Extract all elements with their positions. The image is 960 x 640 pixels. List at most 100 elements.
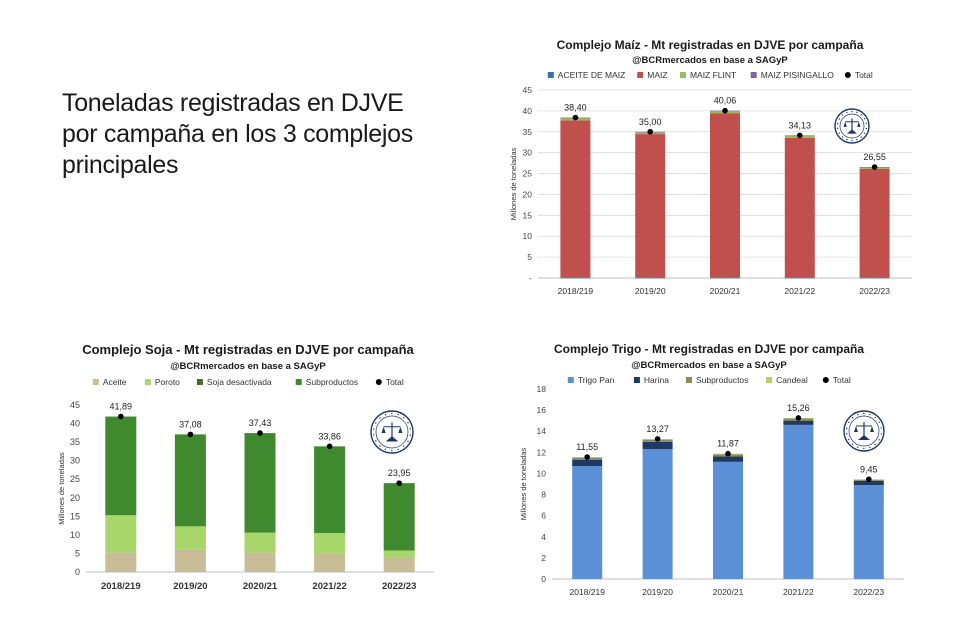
y-tick-label: 30 xyxy=(70,456,80,466)
chart-title: Complejo Maíz - Mt registradas en DJVE p… xyxy=(557,38,864,52)
legend-swatch xyxy=(196,379,203,385)
bar-segment xyxy=(560,120,591,278)
total-data-label: 23,95 xyxy=(388,468,411,478)
legend-label: ACEITE DE MAIZ xyxy=(558,70,626,80)
chart-trigo-svg: Complejo Trigo - Mt registradas en DJVE … xyxy=(519,342,904,597)
bar-segment xyxy=(244,433,276,533)
y-tick-label: - xyxy=(529,273,532,283)
chart-legend: Aceite Poroto Soja desactivada Subproductos… xyxy=(92,377,404,387)
bcr-seal-logo xyxy=(370,410,414,454)
y-tick-label: 35 xyxy=(70,437,80,447)
y-tick-label: 18 xyxy=(537,384,547,394)
legend-swatch xyxy=(685,377,692,383)
y-tick-label: 20 xyxy=(523,189,533,199)
y-tick-label: 10 xyxy=(537,468,547,478)
bar-segment xyxy=(314,533,346,554)
x-tick-label: 2021/22 xyxy=(784,286,815,296)
chart-legend: Trigo Pan Harina Subproductos Candeal Total xyxy=(567,375,851,385)
legend-label: Aceite xyxy=(103,377,127,387)
x-tick-label: 2022/23 xyxy=(382,581,416,592)
y-tick-label: 40 xyxy=(70,419,80,429)
y-tick-label: 5 xyxy=(75,548,80,558)
legend-swatch xyxy=(547,72,554,78)
legend-label: Total xyxy=(386,377,404,387)
total-data-label: 37,43 xyxy=(249,418,272,428)
legend-swatch xyxy=(633,377,640,383)
total-marker xyxy=(871,164,878,170)
y-tick-label: 6 xyxy=(541,511,546,521)
total-marker xyxy=(118,413,124,420)
total-data-label: 11,87 xyxy=(717,439,739,449)
legend-label: MAIZ xyxy=(647,70,667,80)
chart-trigo: Complejo Trigo - Mt registradas en DJVE … xyxy=(500,335,918,610)
bar-segment xyxy=(853,485,884,579)
bar-segment xyxy=(642,441,673,450)
legend-label: Subproductos xyxy=(306,377,358,387)
x-tick-label: 2019/20 xyxy=(635,286,666,296)
total-marker xyxy=(584,454,590,460)
y-tick-label: 5 xyxy=(527,252,532,262)
bar-segment xyxy=(784,277,815,279)
chart-title: Complejo Soja - Mt registradas en DJVE p… xyxy=(82,342,414,357)
y-tick-label: 15 xyxy=(523,210,533,220)
x-tick-label: 2018/219 xyxy=(558,286,594,296)
chart-maiz: Complejo Maíz - Mt registradas en DJVE p… xyxy=(500,30,920,310)
y-axis-title: Millones de toneladas xyxy=(57,452,66,525)
legend-swatch xyxy=(92,379,99,385)
y-tick-label: 20 xyxy=(70,493,80,503)
legend-total-marker xyxy=(375,379,382,385)
legend-swatch xyxy=(295,379,302,385)
legend-swatch xyxy=(637,72,644,78)
y-axis-title: Millones de toneladas xyxy=(509,147,518,220)
legend-label: MAIZ PISINGALLO xyxy=(761,70,835,80)
bar-segment xyxy=(713,461,743,579)
y-tick-label: 14 xyxy=(537,426,547,436)
bars: 41,89 2018/219 37,08 2019/20 37,43 2020/21 33,… xyxy=(101,402,416,592)
x-tick-label: 2021/22 xyxy=(783,587,814,597)
legend-label: Trigo Pan xyxy=(578,375,615,385)
total-marker xyxy=(797,132,803,139)
total-data-label: 9,45 xyxy=(860,464,878,474)
bar-segment xyxy=(383,557,415,572)
bar-segment xyxy=(572,466,603,579)
y-tick-label: 0 xyxy=(541,574,546,584)
bar-segment xyxy=(105,416,137,516)
legend-label: Total xyxy=(855,70,873,80)
total-marker xyxy=(795,415,802,421)
chart-subtitle: @BCRmercados en base a SAGyP xyxy=(631,360,787,371)
y-tick-label: 2 xyxy=(541,553,546,563)
chart-subtitle: @BCRmercados en base a SAGyP xyxy=(170,361,326,372)
total-data-label: 34,13 xyxy=(789,120,812,130)
x-tick-label: 2020/21 xyxy=(243,581,278,592)
total-data-label: 35,00 xyxy=(639,117,662,127)
y-axis: 0 2 4 6 8 10 12 14 16 18 xyxy=(537,384,547,584)
chart-legend: ACEITE DE MAIZ MAIZ MAIZ FLINT MAIZ PISINGA… xyxy=(547,70,873,80)
total-data-label: 40,06 xyxy=(714,96,737,106)
y-tick-label: 25 xyxy=(70,474,80,484)
x-tick-label: 2018/219 xyxy=(101,581,141,592)
chart-maiz-svg: Complejo Maíz - Mt registradas en DJVE p… xyxy=(509,38,912,296)
bar-segment xyxy=(572,459,603,467)
bar-segment xyxy=(314,553,346,572)
bar-segment xyxy=(244,552,276,572)
legend-label: Total xyxy=(833,375,851,385)
legend-label: Soja desactivada xyxy=(207,377,272,387)
y-tick-label: 4 xyxy=(541,532,546,542)
bar-segment xyxy=(642,449,673,579)
bar-segment xyxy=(383,550,415,558)
bar-segment xyxy=(635,134,666,278)
y-tick-label: 40 xyxy=(523,106,533,116)
y-tick-label: 25 xyxy=(523,169,533,179)
total-data-label: 13,27 xyxy=(646,424,669,434)
legend-total-marker xyxy=(844,72,851,78)
y-tick-label: 16 xyxy=(537,405,547,415)
bar-segment xyxy=(314,446,346,534)
legend-swatch xyxy=(144,379,151,385)
legend-label: MAIZ FLINT xyxy=(690,70,736,80)
total-data-label: 11,55 xyxy=(576,442,598,452)
y-tick-label: 8 xyxy=(541,490,546,500)
bar-segment xyxy=(383,483,415,551)
x-tick-label: 2018/219 xyxy=(569,587,605,597)
total-data-label: 33,86 xyxy=(318,431,341,441)
total-marker xyxy=(654,436,661,442)
